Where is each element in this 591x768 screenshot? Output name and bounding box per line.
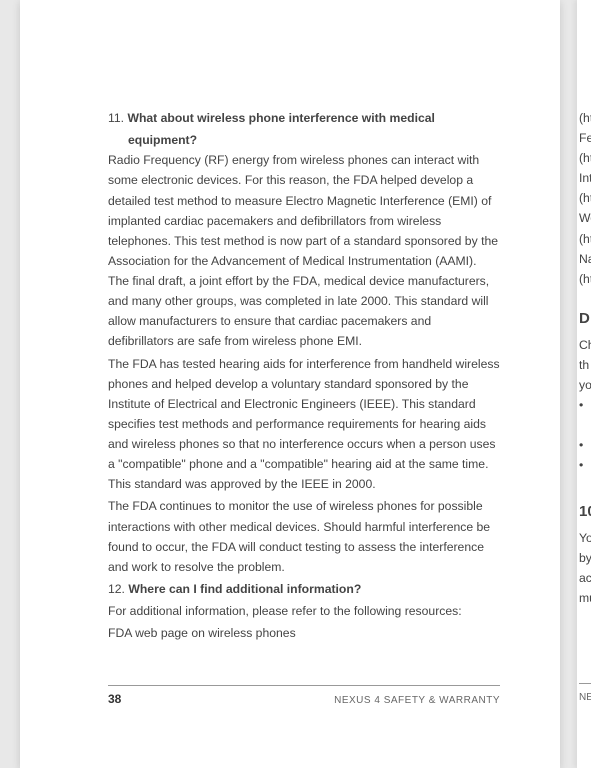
bleed-bullet: •	[579, 395, 591, 415]
paragraph-1: Radio Frequency (RF) energy from wireles…	[108, 150, 500, 351]
page-footer: 38 NEXUS 4 SAFETY & WARRANTY	[108, 685, 500, 706]
bleed-line: (ht	[579, 188, 591, 208]
question-text-cont: equipment?	[128, 133, 197, 147]
question-11: 11. What about wireless phone interferen…	[108, 108, 500, 128]
bleed-line: Na	[579, 249, 591, 269]
bleed-line: ac	[579, 568, 591, 588]
question-number: 12.	[108, 582, 125, 596]
bleed-line: Yo	[579, 528, 591, 548]
question-text: Where can I find additional information?	[128, 582, 361, 596]
bleed-line: Fe	[579, 128, 591, 148]
page-number: 38	[108, 692, 121, 706]
bleed-heading: D	[579, 307, 591, 335]
next-page-bleed: (ht Fe (ht Int (ht Wo (ht Na (ht D Ch th…	[577, 0, 591, 768]
bleed-line: Int	[579, 168, 591, 188]
bleed-bullet: •	[579, 435, 591, 455]
bleed-line: (ht	[579, 269, 591, 289]
page-content: 11. What about wireless phone interferen…	[108, 108, 500, 643]
paragraph-2: The FDA has tested hearing aids for inte…	[108, 354, 500, 495]
bleed-line: (ht	[579, 229, 591, 249]
footer-title: NEXUS 4 SAFETY & WARRANTY	[334, 695, 500, 706]
bleed-line: Ch	[579, 335, 591, 355]
bleed-line: (ht	[579, 148, 591, 168]
bleed-footer: NE	[579, 683, 591, 707]
question-11-line2: equipment?	[108, 130, 500, 150]
paragraph-3: The FDA continues to monitor the use of …	[108, 496, 500, 577]
bleed-line: by	[579, 548, 591, 568]
bleed-line: (ht	[579, 108, 591, 128]
bleed-line: Wo	[579, 208, 591, 228]
bleed-heading: 10	[579, 500, 591, 528]
question-number: 11.	[108, 111, 124, 125]
paragraph-4: For additional information, please refer…	[108, 601, 500, 621]
bleed-line: th	[579, 355, 591, 375]
bleed-line: yo	[579, 375, 591, 395]
document-page: 11. What about wireless phone interferen…	[20, 0, 560, 768]
question-text: What about wireless phone interference w…	[127, 111, 434, 125]
bleed-bullet: •	[579, 455, 591, 475]
bleed-bullet	[579, 415, 591, 435]
paragraph-5: FDA web page on wireless phones	[108, 623, 500, 643]
bleed-line: mu	[579, 588, 591, 608]
question-12: 12. Where can I find additional informat…	[108, 579, 500, 599]
